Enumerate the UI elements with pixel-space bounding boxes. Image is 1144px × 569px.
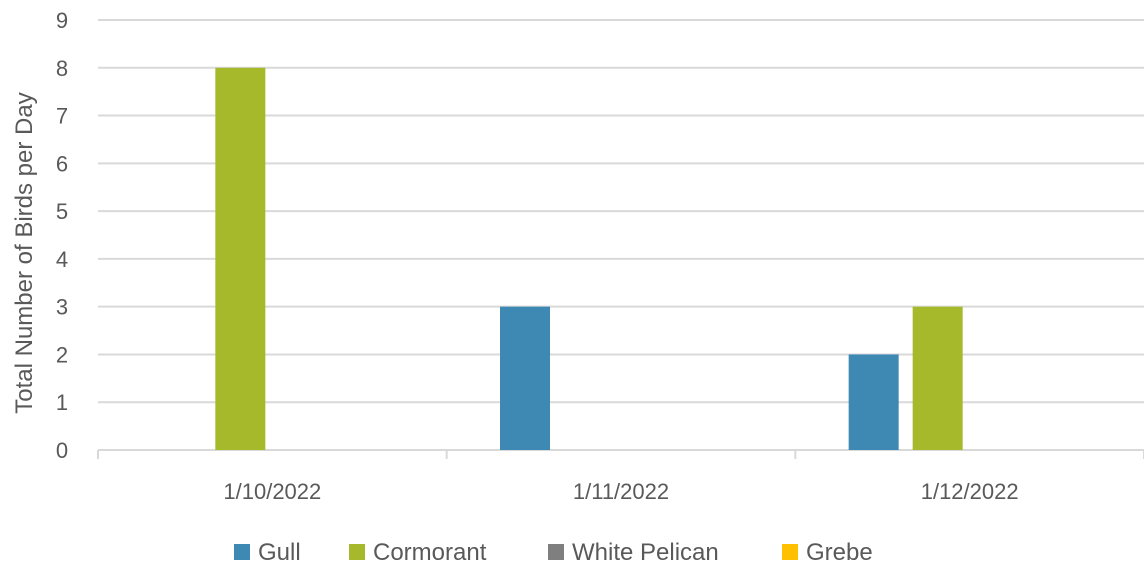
y-tick-label: 3 [56,295,68,320]
x-tick-label: 1/12/2022 [921,479,1019,504]
y-tick-label: 6 [56,151,68,176]
gridlines [98,19,1144,404]
x-tick-label: 1/11/2022 [573,479,669,504]
y-tick-label: 7 [56,104,68,129]
y-tick-label: 2 [56,342,68,367]
y-tick-label: 8 [56,56,68,81]
x-axis [97,449,1144,459]
y-tick-label: 9 [56,8,68,33]
y-axis-title: Total Number of Birds per Day [11,92,38,413]
legend-swatch [782,544,798,560]
legend-swatch [234,544,250,560]
y-tick-label: 0 [56,438,68,463]
bar-gull [848,354,899,450]
legend-swatch [349,544,365,560]
y-tick-label: 1 [56,390,68,415]
y-tick-label: 4 [56,247,68,272]
bars [215,67,963,451]
y-tick-label: 5 [56,199,68,224]
legend: Gull Cormorant White Pelican Grebe [234,539,873,566]
legend-label: Gull [258,539,301,566]
y-axis-ticks: 0 1 2 3 4 5 6 7 8 9 [56,8,68,463]
x-tick-label: 1/10/2022 [223,479,321,504]
legend-label: Cormorant [373,539,487,566]
bar-cormorant [912,306,963,450]
legend-label: White Pelican [572,539,719,566]
x-axis-ticks: 1/10/2022 1/11/2022 1/12/2022 [223,479,1018,504]
bar-gull [500,306,550,450]
legend-swatch [548,544,564,560]
legend-label: Grebe [806,539,873,566]
bar-cormorant [215,67,266,451]
